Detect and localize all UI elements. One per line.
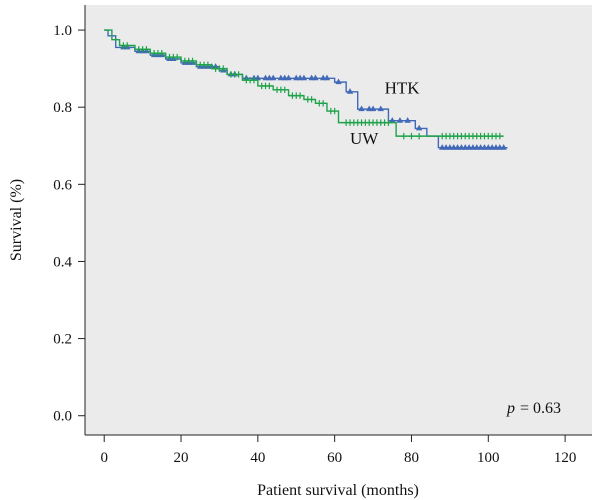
censor-marker-htk <box>500 144 507 150</box>
y-tick-label: 0.0 <box>53 409 72 425</box>
censor-marker-htk <box>358 105 365 112</box>
series-labels: HTK UW <box>350 79 420 148</box>
censor-marker-uw <box>251 77 257 84</box>
censor-marker-htk <box>270 74 277 81</box>
x-tick-label: 100 <box>477 450 500 466</box>
censor-marker-uw <box>320 100 327 107</box>
censor-marker-uw <box>174 53 181 61</box>
censor-marker-htk <box>396 117 404 123</box>
y-tick-label: 0.8 <box>53 100 72 116</box>
censor-marker-uw <box>281 86 288 94</box>
x-tick-label: 20 <box>174 450 189 466</box>
censor-marker-uw <box>308 96 315 103</box>
x-axis-ticks: 0 20 40 60 80 100 120 <box>100 435 576 466</box>
censor-marker-uw <box>204 61 211 68</box>
series-label-uw: UW <box>350 129 379 148</box>
censor-marker-uw <box>297 92 304 99</box>
censor-marker-uw <box>400 132 407 140</box>
censor-marker-htk <box>369 105 377 112</box>
series-uw <box>104 29 504 140</box>
censor-marker-htk <box>300 74 308 81</box>
plot-background <box>85 5 592 435</box>
series-label-htk: HTK <box>385 79 421 98</box>
censor-marker-uw <box>408 132 415 140</box>
x-axis-title: Patient survival (months) <box>257 482 419 499</box>
p-value-annotation: p = 0.63 <box>506 400 561 417</box>
censor-marker-htk <box>285 74 292 81</box>
x-tick-label: 0 <box>100 450 108 466</box>
censor-marker-htk <box>323 74 331 81</box>
censor-marker-uw <box>496 132 503 140</box>
x-tick-label: 40 <box>250 450 265 466</box>
censor-marker-htk <box>312 74 319 81</box>
censor-marker-uw <box>143 46 150 53</box>
censor-marker-uw <box>235 71 242 78</box>
y-tick-label: 1.0 <box>53 23 72 39</box>
y-axis-ticks: 0.0 0.2 0.4 0.6 0.8 1.0 <box>53 23 85 425</box>
y-tick-label: 0.4 <box>53 254 72 270</box>
censor-marker-uw <box>124 42 131 49</box>
x-tick-label: 80 <box>404 450 419 466</box>
censor-marker-uw <box>158 50 165 57</box>
censor-marker-htk <box>254 74 262 81</box>
p-value-text: = 0.63 <box>520 400 561 417</box>
p-value-symbol: p <box>506 400 515 417</box>
x-tick-label: 120 <box>554 450 577 466</box>
censor-marker-uw <box>266 82 273 90</box>
censor-marker-uw <box>416 132 423 140</box>
y-axis-title: Survival (%) <box>8 179 25 261</box>
censor-marker-htk <box>346 88 354 94</box>
censor-marker-htk <box>335 78 342 85</box>
censor-marker-htk <box>389 117 396 123</box>
y-tick-label: 0.6 <box>53 177 72 193</box>
censor-marker-uw <box>331 107 338 115</box>
y-tick-label: 0.2 <box>53 332 72 348</box>
x-tick-label: 60 <box>327 450 342 466</box>
censor-marker-uw <box>189 57 196 65</box>
censor-marker-htk <box>377 105 384 112</box>
censor-marker-uw <box>220 65 227 72</box>
censor-marker-htk <box>415 124 423 131</box>
censor-marker-htk <box>404 117 411 123</box>
censor-marker-uw <box>385 119 392 126</box>
series-layer <box>104 29 508 150</box>
